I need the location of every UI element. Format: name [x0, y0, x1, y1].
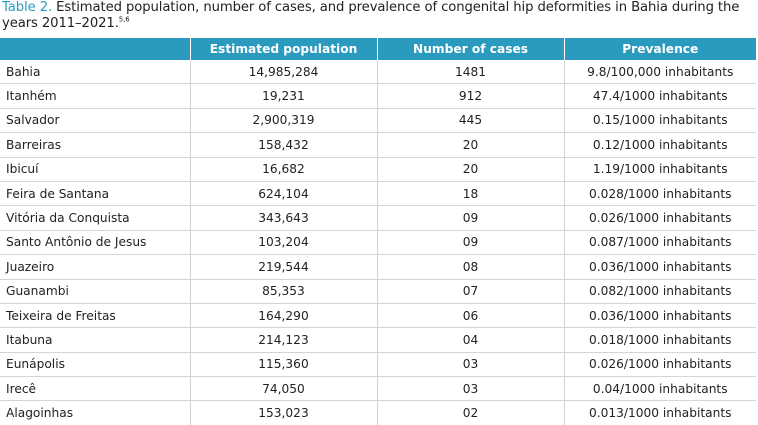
cell-location: Itanhém	[0, 83, 190, 109]
table-row: Bahia 14,985,284 1481 9.8/100,000 inhabitan…	[0, 60, 756, 85]
cell-number-of-cases: 02	[376, 400, 564, 425]
cell-location: Ibicuí	[0, 157, 190, 182]
cell-prevalence: 0.04/1000 inhabitants	[563, 376, 756, 402]
table-row: Feira de Santana 624,104 18 0.028/1000 inha…	[0, 181, 756, 207]
table-row: Teixeira de Freitas 164,290 06 0.036/1000 i…	[0, 303, 756, 329]
cell-location: Bahia	[0, 60, 190, 85]
cell-number-of-cases: 1481	[376, 60, 564, 85]
table-caption-text: Estimated population, number of cases, a…	[2, 0, 740, 31]
table-header: Estimated population Number of cases Pre…	[0, 38, 756, 60]
cell-number-of-cases: 20	[376, 157, 564, 182]
cell-location: Salvador	[0, 108, 190, 134]
cell-estimated-population: 624,104	[189, 181, 377, 207]
cell-estimated-population: 219,544	[189, 254, 377, 280]
cell-prevalence: 47.4/1000 inhabitants	[563, 83, 756, 109]
cell-number-of-cases: 445	[376, 108, 564, 134]
table-row: Juazeiro 219,544 08 0.036/1000 inhabitants	[0, 254, 756, 280]
cell-prevalence: 0.12/1000 inhabitants	[563, 132, 756, 158]
header-cell-location	[0, 38, 190, 60]
cell-estimated-population: 214,123	[189, 327, 377, 353]
cell-location: Irecê	[0, 376, 190, 402]
cell-estimated-population: 343,643	[189, 205, 377, 231]
cell-prevalence: 0.013/1000 inhabitants	[563, 400, 756, 425]
cell-location: Vitória da Conquista	[0, 205, 190, 231]
cell-number-of-cases: 18	[376, 181, 564, 207]
header-cell-number-of-cases: Number of cases	[376, 38, 564, 60]
cell-estimated-population: 153,023	[189, 400, 377, 425]
cell-number-of-cases: 06	[376, 303, 564, 329]
cell-location: Guanambi	[0, 279, 190, 304]
cell-number-of-cases: 03	[376, 352, 564, 378]
cell-prevalence: 0.082/1000 inhabitants	[563, 279, 756, 304]
cell-prevalence: 0.026/1000 inhabitants	[563, 205, 756, 231]
cell-number-of-cases: 07	[376, 279, 564, 304]
cell-estimated-population: 103,204	[189, 230, 377, 256]
cell-estimated-population: 16,682	[189, 157, 377, 182]
cell-prevalence: 0.026/1000 inhabitants	[563, 352, 756, 378]
cell-number-of-cases: 04	[376, 327, 564, 353]
cell-number-of-cases: 09	[376, 205, 564, 231]
table-row: Ibicuí 16,682 20 1.19/1000 inhabitants	[0, 157, 756, 182]
header-cell-estimated-population: Estimated population	[189, 38, 377, 60]
table-body: Bahia 14,985,284 1481 9.8/100,000 inhabitan…	[0, 60, 756, 425]
cell-estimated-population: 115,360	[189, 352, 377, 378]
header-row: Estimated population Number of cases Pre…	[0, 38, 756, 60]
table-row: Vitória da Conquista 343,643 09 0.026/1000 …	[0, 205, 756, 231]
cell-prevalence: 0.087/1000 inhabitants	[563, 230, 756, 256]
cell-estimated-population: 158,432	[189, 132, 377, 158]
cell-estimated-population: 85,353	[189, 279, 377, 304]
cell-location: Juazeiro	[0, 254, 190, 280]
table-row: Santo Antônio de Jesus 103,204 09 0.087/100…	[0, 230, 756, 256]
table-caption: Table 2. Estimated population, number of…	[2, 0, 758, 32]
cell-estimated-population: 74,050	[189, 376, 377, 402]
cell-prevalence: 0.036/1000 inhabitants	[563, 254, 756, 280]
cell-prevalence: 0.15/1000 inhabitants	[563, 108, 756, 134]
table-row: Alagoinhas 153,023 02 0.013/1000 inhabitant…	[0, 400, 756, 425]
table-row: Itabuna 214,123 04 0.018/1000 inhabitants	[0, 327, 756, 353]
table-row: Irecê 74,050 03 0.04/1000 inhabitants	[0, 376, 756, 402]
cell-location: Itabuna	[0, 327, 190, 353]
cell-location: Santo Antônio de Jesus	[0, 230, 190, 256]
table-caption-label: Table 2.	[2, 0, 53, 15]
prevalence-table: Estimated population Number of cases Pre…	[0, 38, 756, 425]
table-row: Barreiras 158,432 20 0.12/1000 inhabitants	[0, 132, 756, 158]
cell-location: Alagoinhas	[6, 406, 74, 421]
table-row: Guanambi 85,353 07 0.082/1000 inhabitants	[0, 279, 756, 304]
cell-estimated-population: 14,985,284	[189, 60, 377, 85]
cell-prevalence: 0.028/1000 inhabitants	[563, 181, 756, 207]
cell-location: Barreiras	[0, 132, 190, 158]
table-row: Eunápolis 115,360 03 0.026/1000 inhabitants	[0, 352, 756, 378]
cell-estimated-population: 164,290	[189, 303, 377, 329]
table-caption-refs: 5,6	[118, 15, 130, 24]
cell-estimated-population: 19,231	[189, 83, 377, 109]
table-row: Itanhém 19,231 912 47.4/1000 inhabitants	[0, 83, 756, 109]
cell-prevalence: 0.018/1000 inhabitants	[563, 327, 756, 353]
cell-prevalence: 0.036/1000 inhabitants	[563, 303, 756, 329]
cell-number-of-cases: 09	[376, 230, 564, 256]
cell-prevalence: 1.19/1000 inhabitants	[563, 157, 756, 182]
cell-location: Eunápolis	[0, 352, 190, 378]
cell-number-of-cases: 03	[376, 376, 564, 402]
cell-number-of-cases: 912	[376, 83, 564, 109]
table-row: Salvador 2,900,319 445 0.15/1000 inhabitant…	[0, 108, 756, 134]
cell-number-of-cases: 08	[376, 254, 564, 280]
cell-prevalence: 9.8/100,000 inhabitants	[563, 60, 756, 85]
cell-location: Teixeira de Freitas	[0, 303, 190, 329]
cell-location: Feira de Santana	[0, 181, 190, 207]
cell-number-of-cases: 20	[376, 132, 564, 158]
header-cell-prevalence: Prevalence	[563, 38, 756, 60]
cell-estimated-population: 2,900,319	[189, 108, 377, 134]
